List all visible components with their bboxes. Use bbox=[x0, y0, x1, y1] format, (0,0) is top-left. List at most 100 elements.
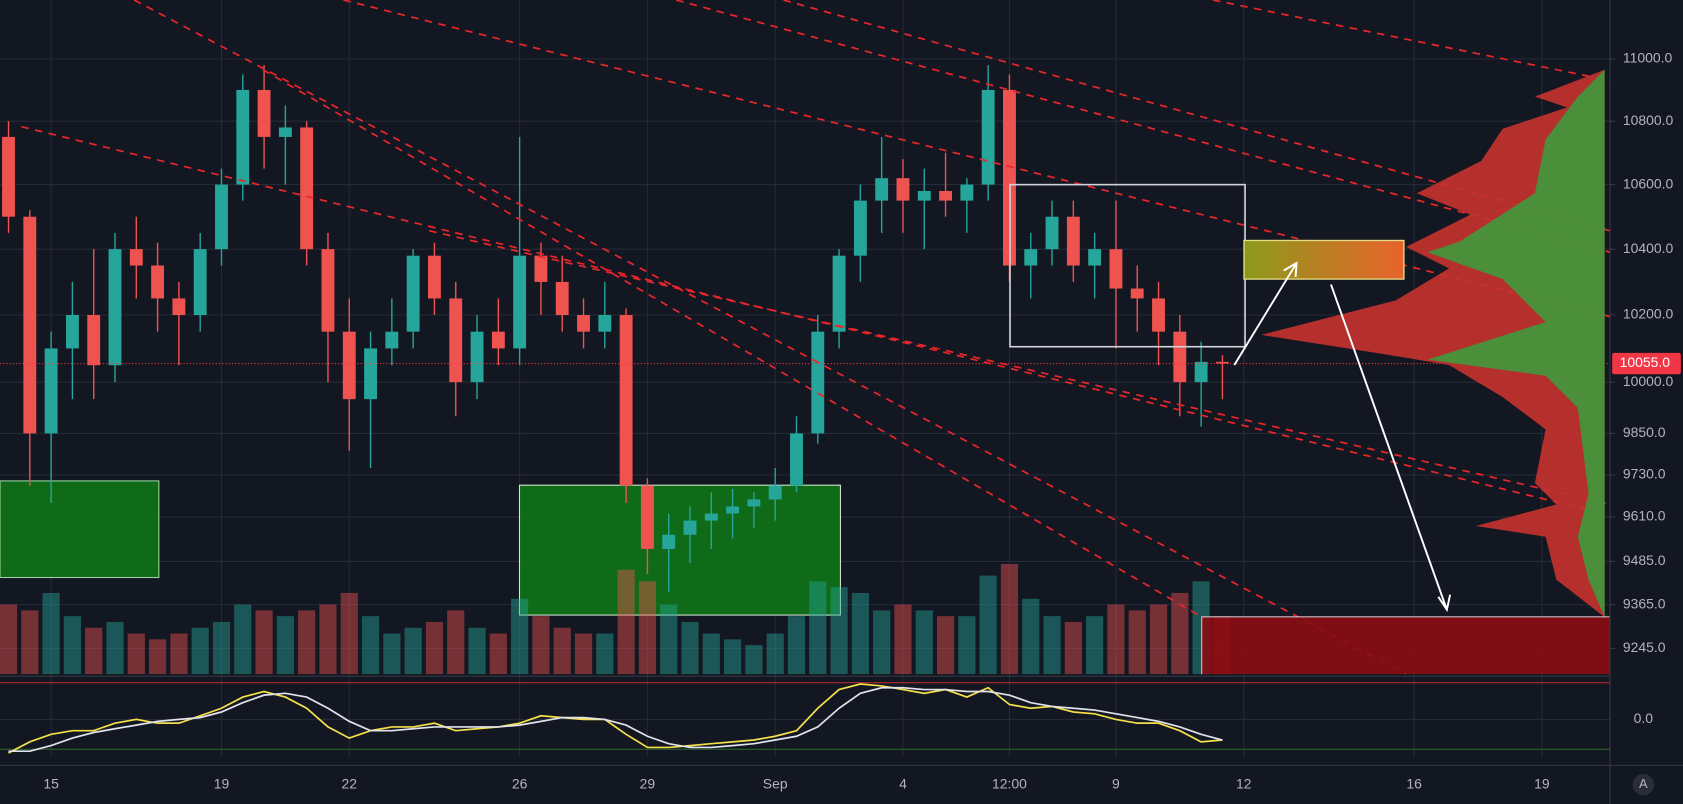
volume-bar bbox=[873, 610, 891, 675]
volume-bar bbox=[425, 621, 444, 675]
volume-bar bbox=[1064, 621, 1082, 675]
trend-line bbox=[429, 229, 1611, 506]
volume-profile-buy bbox=[1427, 69, 1605, 618]
volume-bar bbox=[42, 592, 60, 675]
candle-body bbox=[577, 315, 590, 332]
candle-body bbox=[704, 513, 718, 521]
candle-body bbox=[513, 255, 527, 349]
x-tick-label: 16 bbox=[1406, 775, 1422, 791]
candle-body bbox=[449, 298, 463, 383]
target-zone bbox=[1243, 239, 1405, 280]
last-price-label: 10055.0 bbox=[1620, 354, 1671, 370]
trend-line bbox=[21, 125, 1589, 511]
candles bbox=[0, 65, 1611, 592]
volume-bar bbox=[511, 598, 529, 675]
annotations bbox=[21, 0, 1611, 675]
volume-bar bbox=[936, 616, 955, 675]
candle-body bbox=[1045, 216, 1059, 250]
volume-bar bbox=[0, 604, 18, 675]
candle-body bbox=[108, 249, 122, 366]
y-tick-label: 9485.0 bbox=[1623, 552, 1666, 568]
candle-body bbox=[193, 249, 207, 316]
volume-bar bbox=[106, 621, 124, 675]
candle-body bbox=[1088, 249, 1102, 266]
candle-body bbox=[640, 485, 654, 549]
volume-bar bbox=[170, 633, 188, 675]
auto-scale-label[interactable]: A bbox=[1639, 776, 1648, 791]
volume-bar bbox=[1022, 598, 1040, 675]
candle-body bbox=[1173, 331, 1187, 383]
volume-bar bbox=[1043, 616, 1061, 675]
candle-body bbox=[1109, 249, 1123, 289]
candle-body bbox=[981, 89, 995, 185]
candle-body bbox=[1194, 361, 1208, 383]
trend-line bbox=[1212, 0, 1611, 82]
candle-body bbox=[960, 184, 974, 201]
volume-bar bbox=[340, 592, 358, 675]
x-tick-label: 12:00 bbox=[992, 775, 1027, 791]
x-tick-label: 15 bbox=[43, 775, 59, 791]
volume-bar bbox=[319, 604, 337, 675]
x-tick-label: 19 bbox=[214, 775, 230, 791]
candle-body bbox=[129, 249, 143, 266]
candle-body bbox=[747, 499, 761, 507]
axes: 11000.0 10800.0 10600.0 10400.0 10200.0 10000… bbox=[43, 50, 1681, 791]
drawings bbox=[0, 480, 841, 616]
volume-bar bbox=[596, 633, 614, 675]
auto-scale-button[interactable] bbox=[1632, 773, 1655, 796]
candle-body bbox=[1130, 288, 1144, 299]
candle-body bbox=[534, 255, 548, 282]
indicator-line bbox=[8, 686, 1223, 753]
volume-bar bbox=[1107, 604, 1125, 675]
candle-body bbox=[44, 348, 58, 434]
y-tick-label: 10800.0 bbox=[1623, 112, 1674, 128]
candle-body bbox=[853, 200, 867, 256]
candle-body bbox=[555, 281, 569, 316]
x-tick-label: 9 bbox=[1112, 775, 1120, 791]
volume-bar bbox=[787, 616, 806, 675]
y-tick-label: 10400.0 bbox=[1623, 240, 1674, 256]
candle-body bbox=[726, 506, 740, 514]
volume-bar bbox=[1171, 592, 1189, 675]
volume-bar bbox=[702, 633, 720, 675]
volume-bar bbox=[255, 610, 273, 675]
candle-body bbox=[683, 520, 697, 535]
volume-bar bbox=[830, 587, 848, 675]
y-tick-label: 9365.0 bbox=[1623, 595, 1666, 611]
candle-body bbox=[428, 255, 441, 299]
target-zone bbox=[1202, 617, 1611, 675]
volume-bar bbox=[851, 592, 869, 675]
support-zone bbox=[518, 484, 841, 616]
volume-bar bbox=[809, 581, 827, 675]
x-tick-label: 26 bbox=[512, 775, 528, 791]
volume-bar bbox=[681, 621, 699, 675]
volume-bar bbox=[63, 616, 81, 675]
candle-body bbox=[1152, 298, 1165, 332]
y-tick-label: 10600.0 bbox=[1623, 175, 1674, 191]
x-tick-label: 12 bbox=[1236, 775, 1252, 791]
volume-bar bbox=[276, 616, 294, 675]
candle-body bbox=[65, 315, 79, 349]
candle-body bbox=[385, 331, 399, 349]
volume-bar bbox=[979, 575, 997, 675]
y-tick-label: 10200.0 bbox=[1623, 306, 1674, 322]
volume-bar bbox=[383, 633, 401, 675]
volume-bar bbox=[149, 639, 167, 675]
volume-bar bbox=[894, 604, 912, 675]
candle-body bbox=[619, 315, 633, 486]
x-tick-label: Sep bbox=[763, 775, 788, 791]
volume-bar bbox=[447, 610, 465, 675]
volume-bar bbox=[1000, 563, 1019, 675]
volume-bar bbox=[212, 621, 231, 675]
volume-bar bbox=[1128, 610, 1146, 675]
candle-body bbox=[875, 178, 889, 201]
volume-bar bbox=[404, 627, 422, 675]
candle-body bbox=[1003, 89, 1016, 266]
volume bbox=[0, 563, 1232, 675]
candle-body bbox=[321, 249, 335, 332]
volume-bar bbox=[234, 604, 252, 675]
candle-body bbox=[917, 190, 931, 201]
indicator bbox=[8, 683, 1223, 754]
arrow bbox=[1330, 284, 1452, 613]
